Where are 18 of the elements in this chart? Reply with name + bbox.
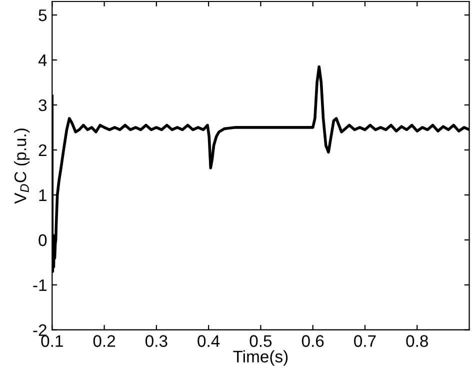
x-tick-label: 0.2 [93, 335, 116, 347]
y-tick-label: 3 [38, 99, 47, 112]
y-tick-label: -1 [33, 279, 46, 291]
y-tick-label: 5 [38, 10, 47, 22]
y-tick-label: -2 [33, 324, 46, 336]
x-axis-title: Time(s) [233, 350, 288, 366]
y-axis-title: V$_{D}$C (p.u.) [14, 128, 30, 204]
x-tick-label: 0.8 [406, 335, 428, 347]
x-tick-label: 0.5 [250, 335, 272, 347]
y-tick-label: 0 [38, 234, 47, 246]
y-tick-label: 4 [38, 54, 47, 66]
x-tick-label: 0.6 [302, 335, 324, 347]
x-tick-label: 0.1 [41, 335, 63, 347]
y-tick-label: 1 [39, 189, 46, 201]
x-tick-label: 0.4 [198, 335, 220, 347]
x-tick-label: 0.3 [145, 335, 168, 347]
y-tick-label: 2 [38, 144, 46, 156]
x-tick-label: 0.7 [354, 335, 376, 347]
